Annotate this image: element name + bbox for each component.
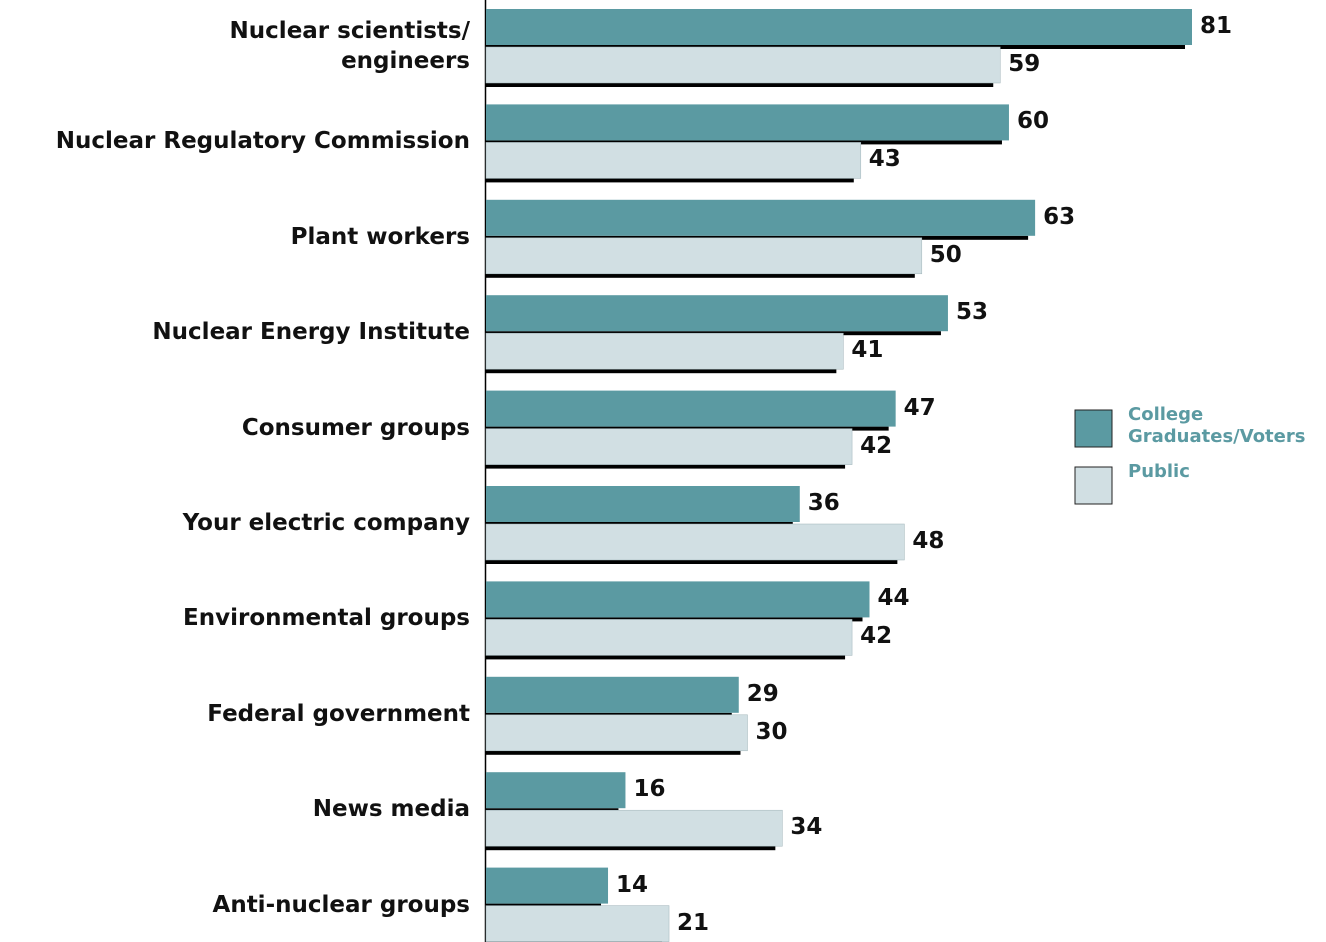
bar — [485, 142, 862, 179]
category-label: Consumer groups — [241, 414, 470, 441]
category-label: Your electric company — [182, 510, 470, 536]
bar — [486, 199, 1036, 236]
legend-label: College Graduates/Voters — [1128, 404, 1306, 447]
value-label: 34 — [790, 814, 823, 841]
value-label: 50 — [929, 241, 962, 268]
value-label: 41 — [851, 337, 884, 364]
bar — [485, 619, 853, 656]
value-label: 21 — [677, 909, 710, 936]
category-label: News media — [312, 796, 470, 823]
category-label: Nuclear Regulatory Commission — [55, 128, 470, 155]
value-label: 29 — [746, 680, 779, 707]
bar-shadow — [486, 273, 915, 278]
value-label: 42 — [860, 623, 893, 650]
bar — [486, 772, 626, 809]
bar — [485, 46, 1001, 84]
bar — [486, 295, 948, 332]
bar — [485, 809, 783, 847]
bar — [485, 714, 748, 752]
value-label: 48 — [912, 528, 945, 554]
value-label: 81 — [1199, 13, 1232, 39]
bar — [485, 237, 923, 275]
bar-shadow — [486, 655, 846, 660]
bar — [486, 390, 896, 427]
value-label: 44 — [877, 585, 910, 612]
bar — [486, 867, 609, 904]
value-label: 16 — [633, 776, 666, 803]
bar — [485, 332, 844, 370]
value-label: 42 — [860, 432, 893, 459]
bar-shadow — [486, 750, 741, 755]
value-label: 36 — [807, 490, 840, 516]
bar-shadow — [486, 369, 837, 374]
value-label: 63 — [1043, 203, 1076, 230]
bar — [485, 523, 905, 561]
bar — [486, 486, 800, 522]
value-label: 59 — [1008, 51, 1041, 77]
legend-label: Public — [1128, 461, 1190, 482]
bar — [486, 581, 870, 618]
value-label: 43 — [868, 146, 901, 173]
bar — [486, 9, 1192, 45]
category-label: Plant workers — [290, 223, 470, 250]
legend-swatch — [1074, 409, 1113, 448]
bar — [486, 676, 739, 713]
category-label: Anti-nuclear groups — [212, 891, 470, 918]
bar-shadow — [486, 83, 994, 87]
bar-shadow — [486, 846, 776, 851]
bar-shadow — [486, 464, 846, 469]
value-label: 47 — [903, 394, 936, 421]
value-label: 14 — [616, 871, 649, 898]
category-label: Nuclear Energy Institute — [152, 319, 470, 346]
value-label: 30 — [755, 718, 788, 745]
bar-shadow — [486, 560, 898, 564]
value-label: 60 — [1016, 108, 1049, 135]
bar-shadow — [486, 178, 854, 183]
value-label: 53 — [955, 299, 988, 326]
bar — [486, 104, 1009, 141]
bar — [485, 428, 853, 465]
category-label: Nuclear scientists/ engineers — [229, 18, 470, 74]
bar — [485, 905, 670, 942]
category-label: Federal government — [207, 700, 470, 727]
legend-swatch — [1074, 466, 1113, 505]
category-label: Environmental groups — [183, 605, 470, 632]
